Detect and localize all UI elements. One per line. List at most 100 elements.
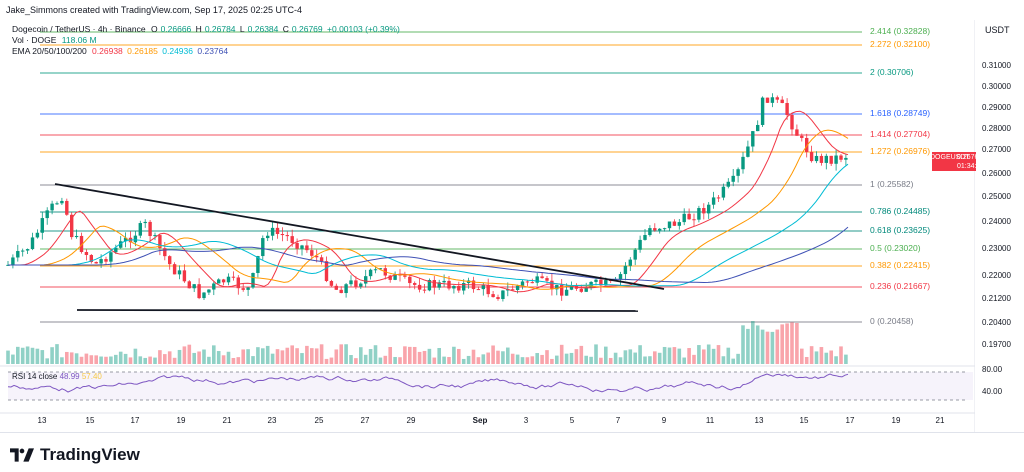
candle <box>16 251 20 258</box>
volume-label[interactable]: Vol · DOGE <box>12 35 57 45</box>
volume-bar <box>398 357 402 364</box>
ema100-line <box>8 163 849 287</box>
candle <box>462 283 466 291</box>
time-tick-label: 15 <box>799 416 809 425</box>
time-tick-label: 9 <box>661 416 667 425</box>
candle <box>168 256 172 265</box>
time-tick-label: 13 <box>37 416 47 425</box>
volume-bar <box>368 349 373 364</box>
volume-bar <box>608 357 613 364</box>
candle <box>692 219 696 221</box>
volume-bar <box>530 356 535 364</box>
volume-bar <box>569 352 574 364</box>
candle <box>123 237 128 242</box>
candle <box>442 280 446 283</box>
candle <box>207 289 211 293</box>
candle <box>55 203 59 205</box>
volume-bar <box>809 346 814 364</box>
candle <box>30 237 35 250</box>
candle <box>726 181 730 187</box>
fib-level-label: 1.618 (0.28749) <box>870 108 931 118</box>
volume-bar <box>770 331 775 364</box>
price-tick-label: 0.23000 <box>982 244 1011 253</box>
candle <box>413 283 417 285</box>
volume-bar <box>711 348 716 364</box>
brand-name: TradingView <box>40 445 140 464</box>
tradingview-logo-icon <box>10 448 34 462</box>
candle <box>109 252 113 262</box>
volume-bar <box>746 328 750 364</box>
rsi-label[interactable]: RSI 14 close <box>12 372 58 381</box>
candle <box>834 155 838 164</box>
volume-bar <box>657 352 662 364</box>
rsi-ma-value: 57.40 <box>81 372 102 381</box>
volume-bar <box>760 329 765 364</box>
volume-bar <box>550 358 554 364</box>
volume-bar <box>648 356 652 364</box>
volume-bar <box>99 356 103 364</box>
descending-trendline[interactable] <box>54 183 665 290</box>
volume-bar <box>525 357 530 364</box>
volume-bar <box>20 347 25 364</box>
price-chart[interactable] <box>0 0 975 432</box>
time-axis[interactable]: 13 15 17 19 21 23 25 27 29 Sep 3 5 7 9 11 13 15 17 19 21 <box>0 413 975 427</box>
volume-bar <box>559 344 564 364</box>
support-line[interactable] <box>76 309 639 312</box>
price-tick-label: 0.30000 <box>982 82 1011 91</box>
volume-bar <box>741 325 745 364</box>
volume-bar <box>359 347 363 364</box>
volume-bar <box>69 352 74 364</box>
volume-bar <box>834 356 838 364</box>
volume-bar <box>667 347 672 364</box>
candle <box>800 135 804 138</box>
volume-bar <box>334 349 339 364</box>
tradingview-logo[interactable]: TradingView <box>10 445 140 465</box>
price-tick-label: 0.24000 <box>982 217 1011 226</box>
volume-bar <box>89 355 94 364</box>
volume-bar <box>378 357 383 364</box>
candle <box>378 268 383 270</box>
volume-bar <box>520 357 525 364</box>
volume-bar <box>466 355 471 364</box>
candle <box>481 285 485 290</box>
candle <box>99 259 103 264</box>
volume-bar <box>672 347 677 364</box>
candle <box>824 155 828 163</box>
volume-bar <box>383 355 388 364</box>
fib-level-label: 0.786 (0.24485) <box>870 206 931 216</box>
volume-bar <box>721 356 726 364</box>
candle <box>721 186 726 198</box>
volume-bar <box>216 351 221 364</box>
candle <box>770 97 775 103</box>
bar-countdown: 01:34:14 <box>957 163 985 170</box>
candle <box>114 247 118 253</box>
fib-level-label: 0.382 (0.22415) <box>870 260 931 270</box>
volume-bar <box>261 348 265 364</box>
volume-bar <box>795 322 799 364</box>
time-tick-label: 5 <box>569 416 575 425</box>
rsi-line <box>7 373 849 393</box>
candle <box>324 261 329 282</box>
volume-bar <box>613 352 618 364</box>
symbol-name[interactable]: Dogecoin / TetherUS · 4h · Binance <box>12 24 146 34</box>
candle <box>746 146 750 157</box>
volume-bar <box>344 344 348 364</box>
ema20-line <box>8 110 849 293</box>
volume-bar <box>819 347 824 364</box>
time-tick-label: 27 <box>360 416 370 425</box>
rsi-value: 48.99 <box>59 372 80 381</box>
volume-bar <box>84 353 89 364</box>
candle <box>716 197 721 199</box>
volume-bar <box>231 358 236 364</box>
ema-label[interactable]: EMA 20/50/100/200 <box>12 46 87 56</box>
volume-bar <box>574 349 579 364</box>
high-value: 0.26784 <box>204 24 236 34</box>
volume-bar <box>16 346 20 364</box>
volume-bar <box>471 349 476 364</box>
candle <box>45 210 49 219</box>
volume-bar <box>476 357 481 364</box>
volume-bar <box>329 357 334 364</box>
candle <box>79 235 84 253</box>
volume-bar <box>437 348 441 364</box>
symbol-ohlc-row: Dogecoin / TetherUS · 4h · Binance O 0.26… <box>12 24 402 35</box>
